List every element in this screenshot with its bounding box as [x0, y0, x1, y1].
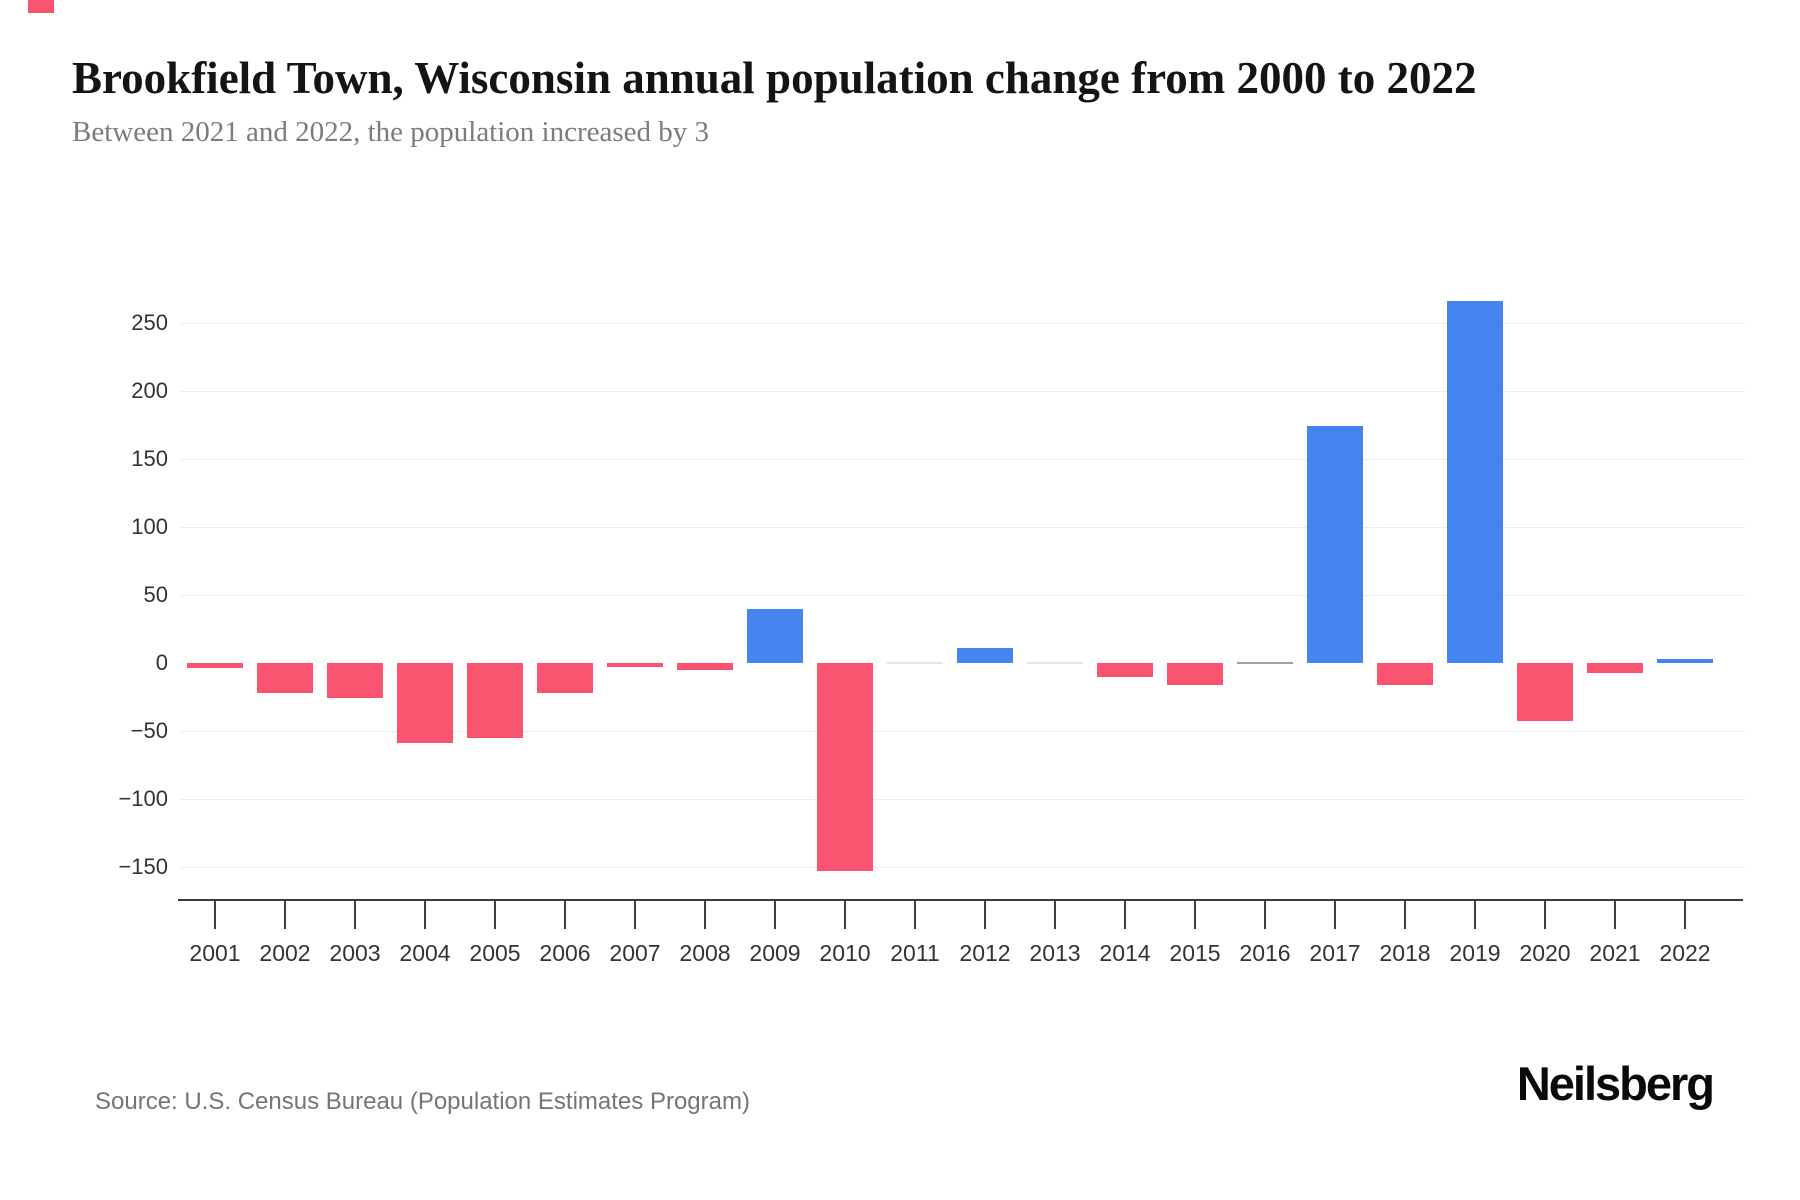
bar-2022[interactable] — [1657, 658, 1713, 663]
x-tick-2022 — [1684, 900, 1686, 929]
bar-2001[interactable] — [187, 663, 243, 669]
y-axis-label--50: −50 — [130, 718, 168, 743]
bar-2012[interactable] — [957, 648, 1013, 663]
bar-2020[interactable] — [1517, 663, 1573, 722]
x-tick-2019 — [1474, 900, 1476, 929]
gridline--150 — [180, 867, 1745, 868]
bar-2010[interactable] — [817, 663, 873, 872]
x-axis-label-2013: 2013 — [1029, 940, 1081, 966]
x-axis-label-2006: 2006 — [539, 940, 591, 966]
gridline-250 — [180, 323, 1745, 324]
bar-2019[interactable] — [1447, 301, 1503, 663]
y-axis-label-50: 50 — [143, 582, 168, 607]
gridline--100 — [180, 799, 1745, 800]
x-tick-2002 — [284, 900, 286, 929]
bar-2011[interactable] — [887, 661, 943, 664]
x-axis-label-2018: 2018 — [1379, 940, 1431, 966]
bar-2007[interactable] — [607, 663, 663, 668]
x-axis-label-2009: 2009 — [749, 940, 801, 966]
bar-2002[interactable] — [257, 663, 313, 693]
x-axis-label-2004: 2004 — [399, 940, 451, 966]
x-axis-label-2003: 2003 — [329, 940, 381, 966]
x-tick-2007 — [634, 900, 636, 929]
x-axis-label-2001: 2001 — [189, 940, 241, 966]
x-axis-label-2014: 2014 — [1099, 940, 1151, 966]
gridline--50 — [180, 731, 1745, 732]
gridline-150 — [180, 459, 1745, 460]
x-tick-2006 — [564, 900, 566, 929]
brand-logo: Neilsberg — [1516, 1057, 1715, 1110]
x-tick-2011 — [914, 900, 916, 929]
x-tick-2012 — [984, 900, 986, 929]
x-tick-2005 — [494, 900, 496, 929]
bar-2021[interactable] — [1587, 663, 1643, 673]
y-axis-label-250: 250 — [131, 310, 168, 335]
bar-2003[interactable] — [327, 663, 383, 699]
y-axis-label--150: −150 — [118, 854, 168, 879]
bar-2004[interactable] — [397, 663, 453, 744]
x-axis-label-2020: 2020 — [1519, 940, 1571, 966]
x-tick-2016 — [1264, 900, 1266, 929]
x-axis-label-2012: 2012 — [959, 940, 1011, 966]
bar-2016[interactable] — [1237, 661, 1293, 664]
bar-2009[interactable] — [747, 608, 803, 663]
x-tick-2014 — [1124, 900, 1126, 929]
x-axis-label-2002: 2002 — [259, 940, 311, 966]
x-axis-line — [178, 899, 1743, 901]
bar-2005[interactable] — [467, 663, 523, 738]
gridline-50 — [180, 595, 1745, 596]
x-tick-2003 — [354, 900, 356, 929]
x-tick-2017 — [1334, 900, 1336, 929]
y-axis-label-0: 0 — [155, 650, 168, 675]
source-text: Source: U.S. Census Bureau (Population E… — [95, 1088, 750, 1115]
x-tick-2001 — [214, 900, 216, 929]
x-tick-2020 — [1544, 900, 1546, 929]
x-tick-2021 — [1614, 900, 1616, 929]
y-axis-label--100: −100 — [118, 786, 168, 811]
corner-artifact — [28, 0, 54, 13]
x-axis-label-2019: 2019 — [1449, 940, 1501, 966]
bar-2006[interactable] — [537, 663, 593, 693]
y-axis-label-200: 200 — [131, 378, 168, 403]
y-axis-label-100: 100 — [131, 514, 168, 539]
x-tick-2009 — [774, 900, 776, 929]
x-axis-label-2011: 2011 — [890, 940, 940, 966]
bar-2013[interactable] — [1027, 661, 1083, 664]
x-tick-2010 — [844, 900, 846, 929]
chart-subtitle: Between 2021 and 2022, the population in… — [72, 116, 710, 148]
x-tick-2015 — [1194, 900, 1196, 929]
x-tick-2008 — [704, 900, 706, 929]
gridline-100 — [180, 527, 1745, 528]
x-axis-label-2005: 2005 — [469, 940, 521, 966]
chart-title: Brookfield Town, Wisconsin annual popula… — [72, 53, 1477, 103]
x-tick-2004 — [424, 900, 426, 929]
x-tick-2018 — [1404, 900, 1406, 929]
x-axis-label-2021: 2021 — [1589, 940, 1641, 966]
bar-2008[interactable] — [677, 663, 733, 670]
gridline-200 — [180, 391, 1745, 392]
bar-2014[interactable] — [1097, 663, 1153, 677]
bar-2018[interactable] — [1377, 663, 1433, 685]
x-axis-label-2017: 2017 — [1309, 940, 1361, 966]
bar-2015[interactable] — [1167, 663, 1223, 685]
x-axis-label-2008: 2008 — [679, 940, 731, 966]
x-axis-label-2016: 2016 — [1239, 940, 1291, 966]
x-axis-label-2015: 2015 — [1169, 940, 1221, 966]
x-axis-label-2010: 2010 — [819, 940, 871, 966]
bar-2017[interactable] — [1307, 426, 1363, 663]
x-tick-2013 — [1054, 900, 1056, 929]
y-axis-label-150: 150 — [131, 446, 168, 471]
x-axis-label-2007: 2007 — [609, 940, 661, 966]
x-axis-label-2022: 2022 — [1659, 940, 1711, 966]
